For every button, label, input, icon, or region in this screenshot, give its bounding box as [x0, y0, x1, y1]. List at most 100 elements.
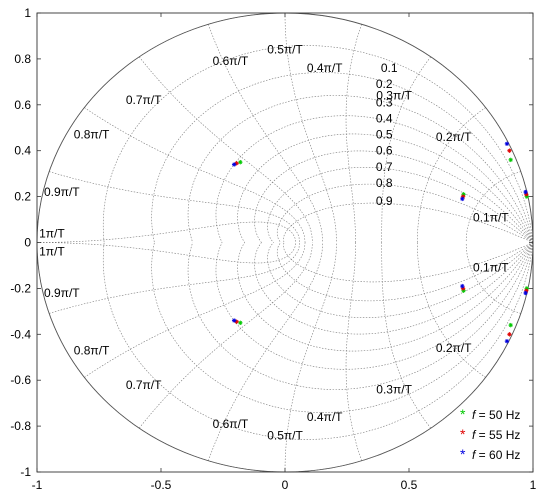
data-point	[523, 189, 528, 195]
legend-marker: *	[460, 426, 466, 442]
damping-label: 0.2	[376, 77, 393, 91]
frequency-curve	[49, 242, 300, 314]
frequency-curve	[465, 171, 521, 243]
x-tick-label: 0	[282, 478, 289, 492]
damping-curve	[254, 150, 534, 243]
data-point	[507, 332, 512, 337]
frequency-curve	[84, 107, 306, 243]
frequency-label: 0.3π/T	[376, 89, 412, 103]
frequency-label: 0.1π/T	[473, 210, 509, 224]
damping-label: 0.3	[376, 96, 393, 110]
damping-label: 0.4	[376, 112, 393, 126]
legend-marker: *	[460, 406, 466, 422]
frequency-label: 0.2π/T	[436, 130, 472, 144]
frequency-curve	[417, 242, 486, 378]
y-tick-label: -1	[20, 465, 31, 479]
y-tick-label: -0.8	[10, 419, 31, 433]
frequency-label: 0.9π/T	[44, 185, 80, 199]
frequency-curve	[208, 242, 323, 461]
legend-symbol: f	[472, 428, 477, 442]
damping-curve	[151, 72, 534, 243]
damping-curve	[151, 242, 534, 413]
frequency-label: 0.6π/T	[213, 54, 249, 68]
frequency-label: 0.4π/T	[307, 410, 343, 424]
frequency-label: 1π/T	[39, 226, 65, 240]
data-point	[508, 322, 513, 328]
legend-marker: *	[460, 446, 466, 462]
frequency-curve	[345, 24, 362, 243]
frequency-label: 0.4π/T	[307, 61, 343, 75]
axis-ticks: -1 -0.5 0 0.5 1 1 0.8 0.6 0.4 0.2 0 -0.2 -0.4 -0.6 -0.…	[10, 6, 536, 492]
frequency-curve	[345, 242, 362, 461]
legend-label: = 55 Hz	[475, 428, 520, 442]
data-point	[504, 338, 510, 344]
damping-label: 0.8	[376, 176, 393, 190]
damping-curve	[267, 242, 534, 318]
damping-label: 0.7	[376, 160, 393, 174]
zplane-grid	[36, 12, 534, 473]
y-tick-label: -0.6	[10, 373, 31, 387]
damping-curve	[267, 167, 534, 243]
frequency-label: 1π/T	[39, 245, 65, 259]
legend-symbol: f	[472, 448, 477, 462]
frequency-label: 0.8π/T	[74, 343, 110, 357]
damping-curve	[283, 242, 534, 283]
damping-label: 0.9	[376, 194, 393, 208]
x-tick-label: -1	[32, 478, 43, 492]
legend-entry: f = 50 Hz	[472, 408, 520, 422]
legend-entry: f = 55 Hz	[472, 428, 520, 442]
x-tick-label: -0.5	[151, 478, 172, 492]
data-points	[231, 141, 529, 344]
data-point	[460, 196, 465, 202]
damping-curve	[102, 242, 534, 440]
y-tick-label: 0.6	[14, 98, 31, 112]
damping-curve	[237, 133, 534, 243]
data-point	[238, 159, 243, 165]
frequency-label: 0.5π/T	[267, 43, 303, 57]
y-tick-label: -0.2	[10, 281, 31, 295]
y-tick-label: -0.4	[10, 327, 31, 341]
data-point	[238, 320, 243, 326]
damping-curve	[283, 202, 534, 243]
frequency-curve	[381, 242, 432, 429]
frequency-curve	[417, 107, 486, 243]
frequency-label: 0.8π/T	[74, 128, 110, 142]
y-tick-label: 0.8	[14, 52, 31, 66]
data-point	[504, 141, 510, 147]
y-tick-label: 0.4	[14, 144, 31, 158]
damping-curve	[215, 115, 534, 243]
unit-circle	[36, 12, 534, 473]
legend: * f = 50 Hz * f = 55 Hz * f = 60 Hz	[460, 406, 520, 462]
x-tick-label: 0.5	[401, 478, 418, 492]
data-point	[460, 283, 465, 289]
legend-label: = 60 Hz	[475, 448, 520, 462]
damping-curve	[237, 242, 534, 352]
frequency-label: 0.1π/T	[473, 261, 509, 275]
frequency-label: 0.6π/T	[213, 417, 249, 431]
data-point	[231, 318, 237, 323]
frequency-curve	[208, 24, 323, 243]
damping-curve	[276, 183, 534, 243]
legend-symbol: f	[472, 408, 477, 422]
data-point	[523, 290, 528, 296]
y-tick-label: 0.2	[14, 190, 31, 204]
x-tick-label: 1	[530, 478, 537, 492]
damping-curve	[254, 242, 534, 335]
frequency-label: 0.3π/T	[376, 382, 412, 396]
frequency-curve	[36, 221, 297, 243]
frequency-curve	[49, 171, 300, 243]
frequency-label: 0.7π/T	[126, 378, 162, 392]
frequency-label: 0.5π/T	[267, 428, 303, 442]
axes-box	[36, 12, 534, 473]
damping-label: 0.1	[381, 61, 398, 75]
y-tick-label: 1	[24, 6, 31, 20]
legend-label: = 50 Hz	[475, 408, 520, 422]
frequency-curve	[138, 242, 313, 429]
data-point	[507, 148, 512, 153]
frequency-label: 0.9π/T	[44, 286, 80, 300]
frequency-curve	[84, 242, 306, 378]
frequency-curve	[381, 56, 432, 243]
frequency-curve	[465, 242, 521, 314]
damping-label: 0.5	[376, 128, 393, 142]
